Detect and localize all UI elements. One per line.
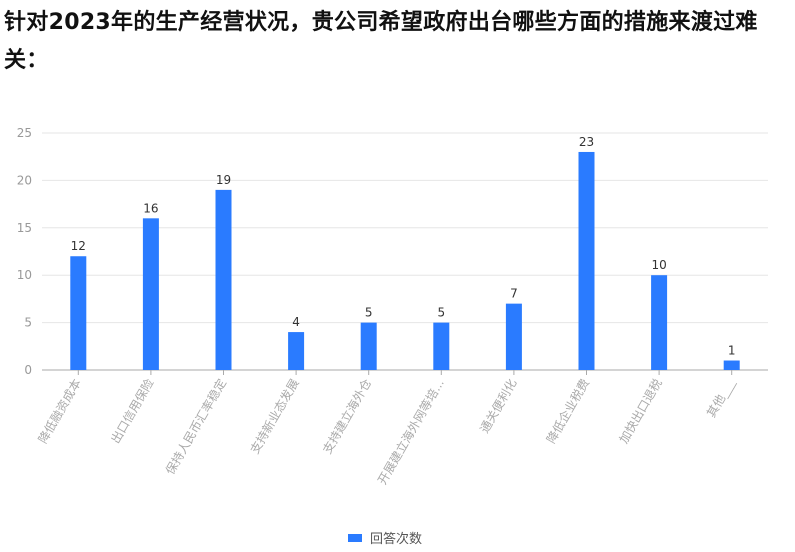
x-tick-label: 加快出口退税 — [617, 377, 665, 446]
bar[interactable] — [651, 275, 668, 370]
legend-swatch — [348, 533, 362, 542]
legend-label: 回答次数 — [370, 532, 423, 547]
data-label: 4 — [292, 315, 300, 329]
x-tick-label: 开展建立海外网等培... — [374, 376, 447, 487]
bar[interactable] — [215, 189, 232, 370]
data-label: 19 — [216, 173, 231, 187]
data-label: 5 — [365, 306, 373, 320]
bar[interactable] — [723, 360, 740, 370]
bar[interactable] — [70, 256, 87, 370]
bar[interactable] — [578, 151, 595, 370]
bar[interactable] — [360, 322, 377, 370]
x-tick-label: 其他___ — [704, 376, 738, 420]
y-tick-label: 10 — [17, 268, 32, 282]
legend[interactable]: 回答次数 — [348, 528, 422, 547]
y-tick-label: 20 — [17, 173, 32, 187]
x-tick-label: 出口信用保险 — [107, 376, 156, 446]
chart-title: 针对2023年的生产经营状况，贵公司希望政府出台哪些方面的措施来渡过难关： — [4, 10, 758, 73]
data-label: 7 — [510, 287, 518, 301]
bar[interactable] — [288, 332, 305, 370]
y-tick-label: 25 — [17, 126, 32, 140]
bar[interactable] — [433, 322, 450, 370]
data-label: 12 — [71, 239, 86, 253]
x-tick-label: 支持新业态发展 — [247, 376, 302, 456]
x-tick-label: 降低企业税费 — [543, 376, 592, 446]
data-label: 23 — [579, 135, 594, 149]
x-tick-label: 保持人民币汇率稳定 — [162, 376, 229, 477]
bar[interactable] — [505, 303, 522, 370]
data-label: 1 — [728, 344, 736, 358]
x-tick-label: 降低融资成本 — [36, 377, 84, 446]
bar[interactable] — [142, 218, 159, 370]
x-tick-label: 通关便利化 — [477, 377, 519, 436]
y-tick-label: 5 — [24, 316, 32, 330]
data-label: 5 — [437, 306, 445, 320]
data-label: 10 — [651, 258, 666, 272]
y-tick-label: 15 — [17, 221, 32, 235]
y-tick-label: 0 — [24, 363, 32, 377]
x-tick-label: 支持建立海外仓 — [319, 376, 374, 456]
data-label: 16 — [143, 201, 158, 215]
